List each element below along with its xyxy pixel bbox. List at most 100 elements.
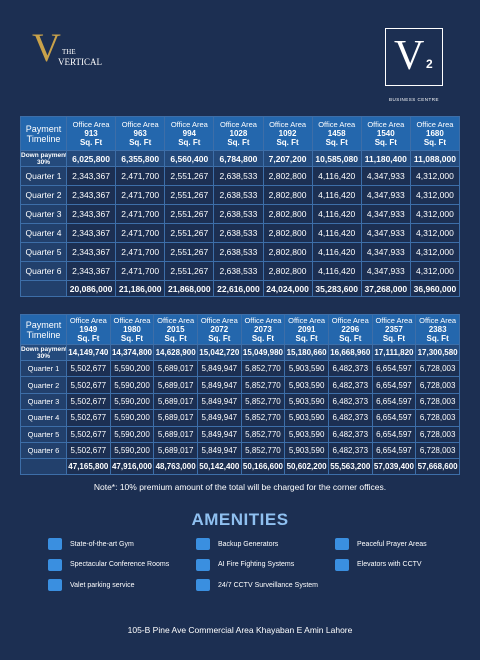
amenity-icon bbox=[48, 579, 62, 591]
total-cell: 35,283,600 bbox=[311, 280, 362, 297]
cell: 4,347,933 bbox=[360, 166, 411, 186]
column-header: Office Area 2073 Sq. Ft bbox=[240, 314, 286, 345]
total-cell: 57,668,600 bbox=[415, 458, 460, 476]
cell: 4,347,933 bbox=[360, 204, 411, 224]
cell: 2,471,700 bbox=[115, 223, 166, 243]
column-label: Office Area bbox=[121, 120, 159, 129]
cell: 11,088,000 bbox=[409, 150, 461, 167]
table-row: Down payment 30% 6,025,800 6,355,800 6,560,4… bbox=[20, 150, 461, 167]
table-row: Down payment 30% 14,149,740 14,374,800 14,62… bbox=[20, 344, 460, 361]
amenity-text: AI Fire Fighting Systems bbox=[218, 561, 295, 568]
cell: 5,903,590 bbox=[284, 441, 329, 460]
column-header: Office Area 1028 Sq. Ft bbox=[213, 116, 264, 151]
column-header: Office Area 2357 Sq. Ft bbox=[371, 314, 417, 345]
row-label: Quarter 4 bbox=[20, 223, 67, 243]
cell: 6,560,400 bbox=[164, 150, 215, 167]
payment-table: Payment Timeline Office Area 1949 Sq. Ft Off… bbox=[20, 314, 460, 476]
logo-subtitle: BUSINESS CENTRE bbox=[388, 97, 439, 102]
column-size: 1458 bbox=[327, 129, 346, 138]
cell: 5,903,590 bbox=[284, 376, 329, 394]
table-row: Quarter 3 5,502,677 5,590,200 5,689,017 5,84… bbox=[20, 392, 460, 411]
cell: 2,802,800 bbox=[262, 242, 313, 262]
amenity-text: Spectacular Conference Rooms bbox=[70, 561, 170, 568]
cell: 2,802,800 bbox=[262, 261, 313, 281]
cell: 6,482,373 bbox=[327, 441, 373, 460]
row-label: Down payment 30% bbox=[20, 344, 67, 361]
row-label-line: Quarter 4 bbox=[25, 228, 62, 238]
column-label: Office Area bbox=[318, 120, 356, 129]
column-header: Office Area 1949 Sq. Ft bbox=[66, 314, 111, 345]
cell: 4,116,420 bbox=[311, 166, 362, 186]
row-label-line: Down payment bbox=[21, 345, 67, 353]
cell: 2,471,700 bbox=[115, 204, 166, 224]
column-header: Office Area 2296 Sq. Ft bbox=[327, 314, 373, 345]
column-label: Office Area bbox=[170, 120, 208, 129]
cell: 5,849,947 bbox=[196, 409, 242, 427]
row-label-line: Quarter 3 bbox=[27, 396, 60, 406]
cell: 6,482,373 bbox=[327, 409, 373, 427]
row-label-line: Quarter 1 bbox=[27, 364, 60, 374]
cell: 2,802,800 bbox=[262, 185, 313, 205]
row-label: Quarter 4 bbox=[20, 409, 67, 427]
logo-superscript: 2 bbox=[426, 57, 433, 71]
total-cell: 50,602,200 bbox=[284, 458, 329, 476]
column-size: 2072 bbox=[210, 325, 229, 334]
row-label-line: Quarter 6 bbox=[25, 266, 62, 276]
column-unit: Sq. Ft bbox=[382, 334, 406, 343]
cell: 2,551,267 bbox=[164, 204, 215, 224]
cell: 5,689,017 bbox=[153, 359, 198, 378]
cell: 5,502,677 bbox=[66, 425, 111, 443]
table-row: Quarter 2 5,502,677 5,590,200 5,689,017 5,84… bbox=[20, 376, 460, 394]
column-header: Office Area 2091 Sq. Ft bbox=[284, 314, 329, 345]
cell: 4,116,420 bbox=[311, 242, 362, 262]
cell: 2,551,267 bbox=[164, 242, 215, 262]
cell: 2,551,267 bbox=[164, 261, 215, 281]
cell: 6,728,003 bbox=[415, 441, 460, 460]
logo-line1: THE bbox=[62, 48, 76, 56]
column-header: Office Area 2015 Sq. Ft bbox=[153, 314, 198, 345]
column-size: 1949 bbox=[79, 325, 98, 334]
cell: 2,638,533 bbox=[213, 242, 264, 262]
cell: 5,590,200 bbox=[109, 425, 155, 443]
header-row: Payment Timeline Office Area 913 Sq. Ft Offi… bbox=[20, 116, 461, 151]
column-header: Office Area 963 Sq. Ft bbox=[115, 116, 166, 151]
cell: 5,903,590 bbox=[284, 425, 329, 443]
cell: 6,728,003 bbox=[415, 376, 460, 394]
column-unit: Sq. Ft bbox=[227, 138, 250, 147]
cell: 5,689,017 bbox=[153, 409, 198, 427]
row-label: Quarter 6 bbox=[20, 261, 67, 281]
amenity: Spectacular Conference Rooms bbox=[48, 558, 170, 571]
cell: 15,049,980 bbox=[240, 344, 286, 361]
table-row: Quarter 1 5,502,677 5,590,200 5,689,017 5,84… bbox=[20, 359, 460, 378]
cell: 6,728,003 bbox=[415, 425, 460, 443]
cell: 11,180,400 bbox=[360, 150, 411, 167]
cell: 5,590,200 bbox=[109, 359, 155, 378]
cell: 4,347,933 bbox=[360, 223, 411, 243]
row-label: Quarter 2 bbox=[20, 376, 67, 394]
cell: 5,502,677 bbox=[66, 359, 111, 378]
row-label: Quarter 2 bbox=[20, 185, 67, 205]
cell: 5,852,770 bbox=[240, 376, 286, 394]
column-header: Office Area 1680 Sq. Ft bbox=[409, 116, 461, 151]
cell: 15,042,720 bbox=[196, 344, 242, 361]
cell: 2,343,367 bbox=[65, 223, 117, 243]
cell: 2,638,533 bbox=[213, 223, 264, 243]
column-label: Office Area bbox=[367, 120, 405, 129]
column-label: Office Area bbox=[288, 316, 326, 325]
row-label-line: Quarter 6 bbox=[27, 446, 60, 456]
total-cell: 36,960,000 bbox=[409, 280, 461, 297]
cell: 5,849,947 bbox=[196, 425, 242, 443]
cell: 2,638,533 bbox=[213, 185, 264, 205]
total-cell: 20,086,000 bbox=[65, 280, 117, 297]
amenity-text: Peaceful Prayer Areas bbox=[357, 540, 427, 548]
cell: 10,585,080 bbox=[311, 150, 362, 167]
cell: 5,502,677 bbox=[66, 392, 111, 411]
cell: 6,482,373 bbox=[327, 359, 373, 378]
amenity: Elevators with CCTV bbox=[335, 558, 422, 571]
row-label-line: Down payment bbox=[21, 151, 67, 159]
amenity-text: 24/7 CCTV Surveillance System bbox=[218, 581, 318, 589]
cell: 2,551,267 bbox=[164, 185, 215, 205]
cell: 6,728,003 bbox=[415, 359, 460, 378]
total-cell: 57,039,400 bbox=[371, 458, 417, 476]
